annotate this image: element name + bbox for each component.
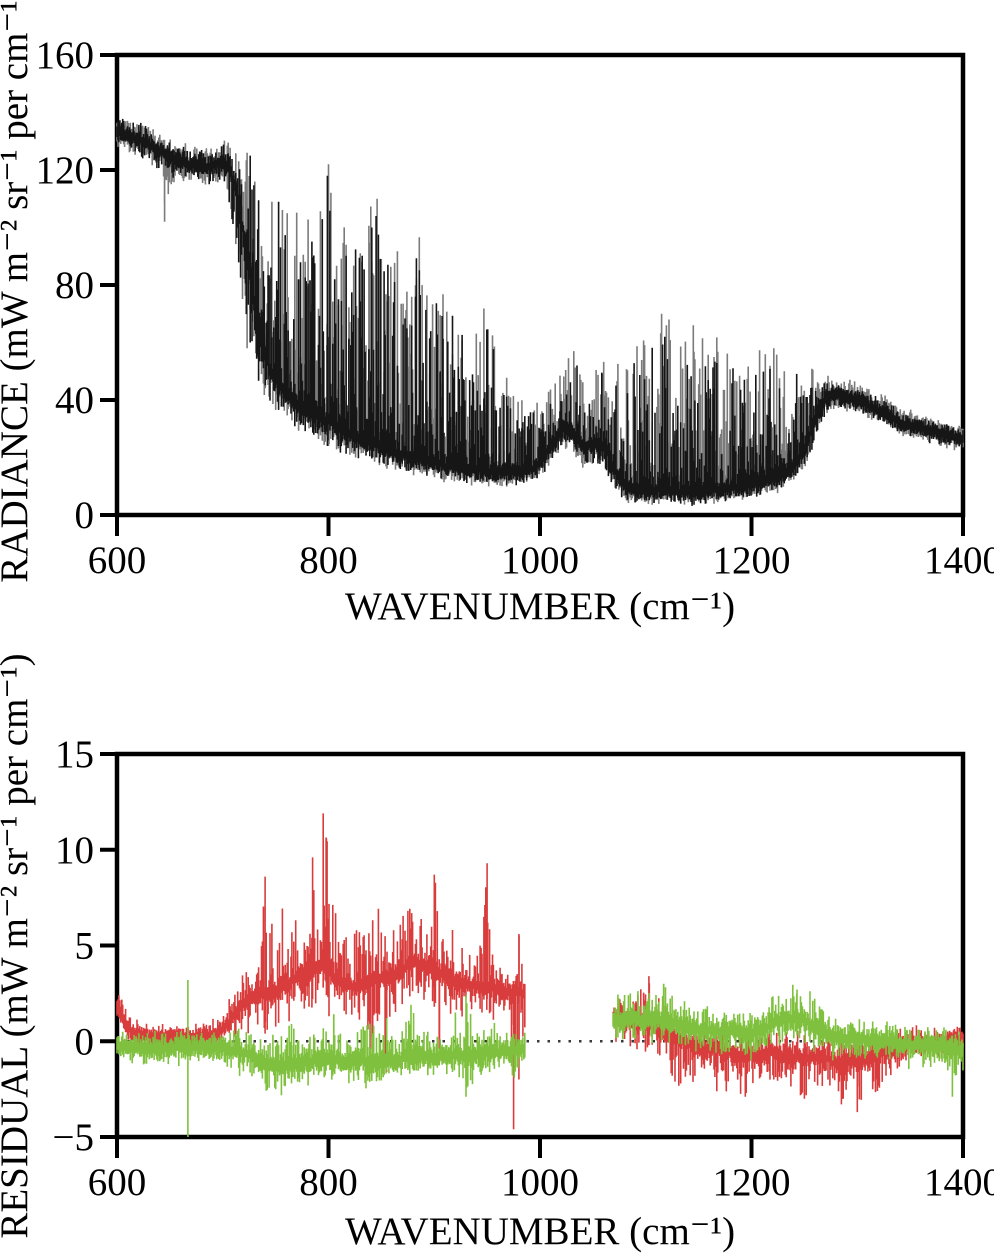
radiance-ytick-label-160: 160: [36, 34, 95, 77]
radiance-xtick-label-600: 600: [88, 539, 147, 582]
residual-xtick-label-1400: 1400: [924, 1161, 994, 1204]
residual-chart: −5 0 5 10 15 600 800 1000 1200 1400 WAVENUMBER (cm…: [0, 653, 994, 1253]
residual-series-red-residual: [116, 813, 964, 1130]
residual-plot-frame: [114, 751, 966, 1140]
residual-ytick-label-10: 10: [55, 829, 94, 872]
radiance-xtick-label-1200: 1200: [713, 539, 791, 582]
residual-xaxis-label: WAVENUMBER (cm⁻¹): [345, 1210, 735, 1253]
residual-xtick-label-600: 600: [88, 1161, 147, 1204]
residual-ytick-label--5: −5: [53, 1116, 95, 1159]
radiance-ytick-label-80: 80: [55, 264, 94, 307]
radiance-xtick-label-1000: 1000: [501, 539, 579, 582]
radiance-xtick-label-1400: 1400: [924, 539, 994, 582]
radiance-series-black-trace: [116, 118, 964, 506]
residual-xtick-label-1000: 1000: [501, 1161, 579, 1204]
radiance-ytick-label-0: 0: [75, 494, 95, 537]
residual-ytick-label-0: 0: [75, 1020, 95, 1063]
residual-ytick-label-15: 15: [55, 733, 94, 776]
residual-xtick-label-800: 800: [299, 1161, 358, 1204]
radiance-chart: 0 40 80 120 160 600 800 1000 1200 1400 WAVENUMBER …: [0, 0, 994, 628]
residual-series-green-residual: [116, 980, 964, 1137]
radiance-xtick-label-800: 800: [299, 539, 358, 582]
radiance-ytick-label-120: 120: [36, 149, 95, 192]
radiance-xaxis-label: WAVENUMBER (cm⁻¹): [345, 585, 735, 628]
residual-xtick-label-1200: 1200: [713, 1161, 791, 1204]
residual-yaxis-label: RESIDUAL (mW m⁻² sr⁻¹ per cm⁻¹): [0, 653, 36, 1238]
radiance-yaxis-label: RADIANCE (mW m⁻² sr⁻¹ per cm⁻¹): [0, 0, 36, 583]
radiance-ytick-label-40: 40: [55, 379, 94, 422]
residual-ytick-label-5: 5: [75, 925, 95, 968]
